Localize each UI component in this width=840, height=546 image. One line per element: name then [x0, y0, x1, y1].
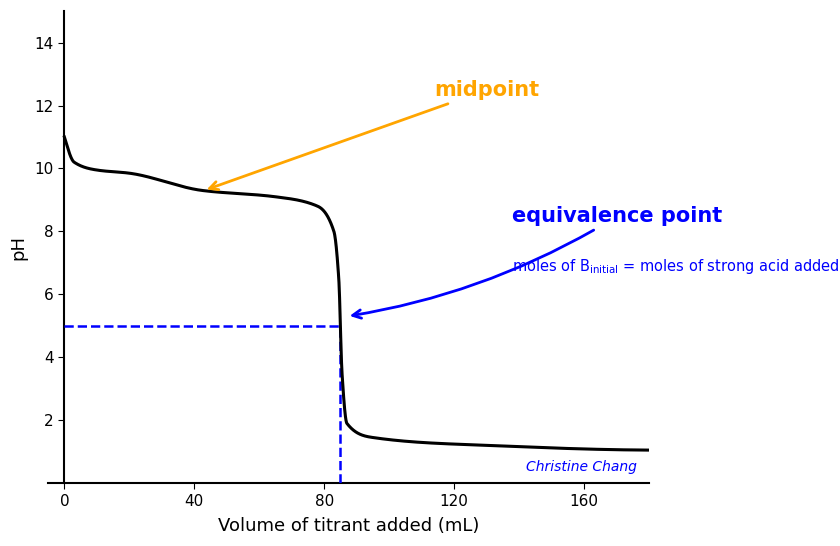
Text: Christine Chang: Christine Chang — [526, 460, 637, 474]
Text: moles of B$_{\mathregular{initial}}$ = moles of strong acid added: moles of B$_{\mathregular{initial}}$ = m… — [512, 257, 840, 276]
Text: equivalence point: equivalence point — [353, 206, 722, 318]
X-axis label: Volume of titrant added (mL): Volume of titrant added (mL) — [218, 517, 479, 535]
Text: midpoint: midpoint — [209, 80, 539, 189]
Y-axis label: pH: pH — [10, 235, 28, 260]
